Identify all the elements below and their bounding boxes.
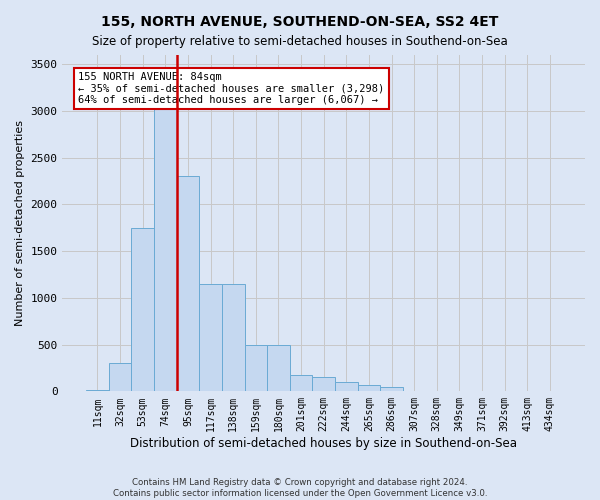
- Text: 155 NORTH AVENUE: 84sqm
← 35% of semi-detached houses are smaller (3,298)
64% of: 155 NORTH AVENUE: 84sqm ← 35% of semi-de…: [78, 72, 385, 105]
- Text: 155, NORTH AVENUE, SOUTHEND-ON-SEA, SS2 4ET: 155, NORTH AVENUE, SOUTHEND-ON-SEA, SS2 …: [101, 15, 499, 29]
- Bar: [380, 386, 403, 392]
- Y-axis label: Number of semi-detached properties: Number of semi-detached properties: [15, 120, 25, 326]
- Bar: [222, 284, 245, 392]
- Bar: [131, 228, 154, 392]
- Text: Size of property relative to semi-detached houses in Southend-on-Sea: Size of property relative to semi-detach…: [92, 35, 508, 48]
- Bar: [335, 382, 358, 392]
- Bar: [176, 176, 199, 392]
- Bar: [358, 385, 380, 392]
- Bar: [290, 374, 313, 392]
- Bar: [199, 284, 222, 392]
- Bar: [267, 344, 290, 392]
- X-axis label: Distribution of semi-detached houses by size in Southend-on-Sea: Distribution of semi-detached houses by …: [130, 437, 517, 450]
- Text: Contains HM Land Registry data © Crown copyright and database right 2024.
Contai: Contains HM Land Registry data © Crown c…: [113, 478, 487, 498]
- Bar: [245, 344, 267, 392]
- Bar: [313, 378, 335, 392]
- Bar: [109, 364, 131, 392]
- Bar: [86, 390, 109, 392]
- Bar: [154, 74, 176, 392]
